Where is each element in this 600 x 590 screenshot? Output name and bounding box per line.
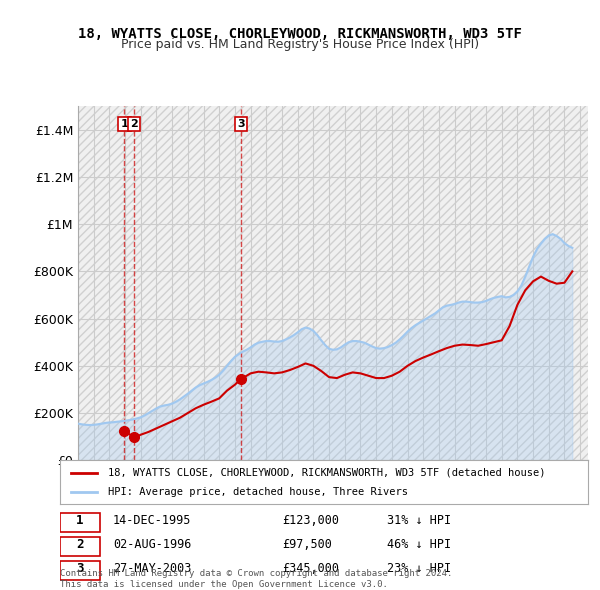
Text: 23% ↓ HPI: 23% ↓ HPI: [388, 562, 451, 575]
Text: 18, WYATTS CLOSE, CHORLEYWOOD, RICKMANSWORTH, WD3 5TF (detached house): 18, WYATTS CLOSE, CHORLEYWOOD, RICKMANSW…: [107, 468, 545, 477]
Text: 2: 2: [130, 119, 138, 129]
Text: 46% ↓ HPI: 46% ↓ HPI: [388, 538, 451, 551]
Text: 3: 3: [238, 119, 245, 129]
Text: Contains HM Land Registry data © Crown copyright and database right 2024.
This d: Contains HM Land Registry data © Crown c…: [60, 569, 452, 589]
Text: Price paid vs. HM Land Registry's House Price Index (HPI): Price paid vs. HM Land Registry's House …: [121, 38, 479, 51]
FancyBboxPatch shape: [60, 537, 100, 556]
Text: 31% ↓ HPI: 31% ↓ HPI: [388, 514, 451, 527]
FancyBboxPatch shape: [60, 513, 100, 532]
Text: 02-AUG-1996: 02-AUG-1996: [113, 538, 191, 551]
Text: £345,000: £345,000: [282, 562, 339, 575]
Text: 27-MAY-2003: 27-MAY-2003: [113, 562, 191, 575]
Text: £97,500: £97,500: [282, 538, 332, 551]
Text: HPI: Average price, detached house, Three Rivers: HPI: Average price, detached house, Thre…: [107, 487, 407, 497]
Text: 18, WYATTS CLOSE, CHORLEYWOOD, RICKMANSWORTH, WD3 5TF: 18, WYATTS CLOSE, CHORLEYWOOD, RICKMANSW…: [78, 27, 522, 41]
Text: 1: 1: [76, 514, 83, 527]
Text: 2: 2: [76, 538, 83, 551]
Text: 3: 3: [76, 562, 83, 575]
Text: £123,000: £123,000: [282, 514, 339, 527]
Text: 1: 1: [121, 119, 128, 129]
Text: 14-DEC-1995: 14-DEC-1995: [113, 514, 191, 527]
FancyBboxPatch shape: [60, 560, 100, 580]
